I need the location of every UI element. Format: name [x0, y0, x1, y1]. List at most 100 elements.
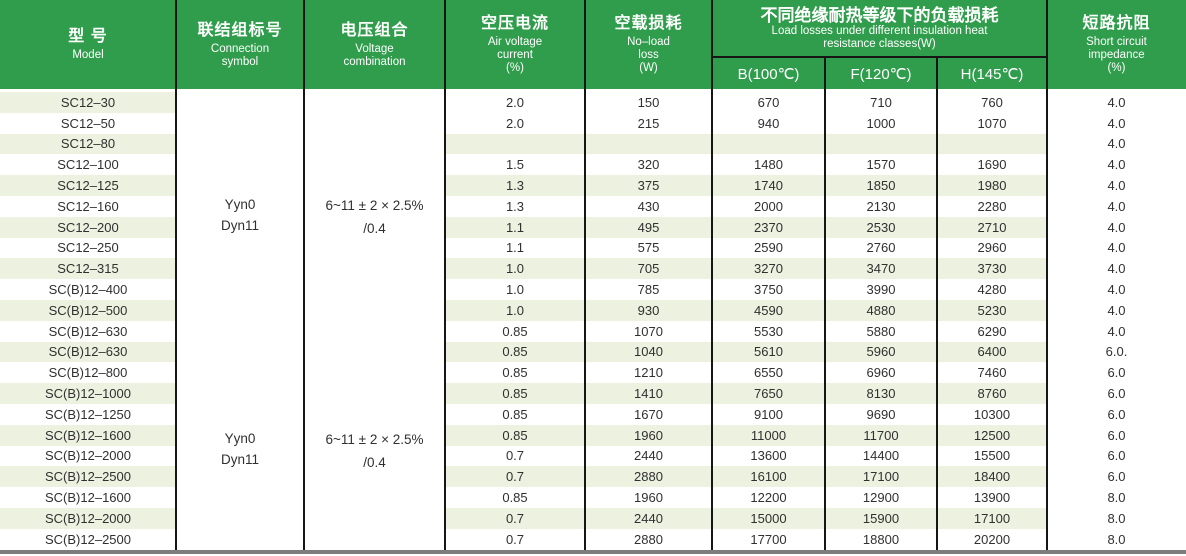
table-row: SC12–50 2.0 215 940 1000 1070 4.0 [0, 112, 1186, 134]
table-row: SC(B)12–2500 0.7 2880 17700 18800 20200 … [0, 528, 1186, 550]
load-loss-f-cell: 1850 [825, 175, 937, 196]
air-current-cell: 1.3 [445, 175, 585, 196]
table-row: SC(B)12–2000 0.7 2440 15000 15900 17100 … [0, 507, 1186, 529]
air-current-cell: 0.7 [445, 445, 585, 467]
air-current-cell: 0.85 [445, 424, 585, 446]
no-load-loss-cell: 1040 [585, 341, 712, 363]
load-loss-h-cell [937, 133, 1047, 155]
no-load-loss-cell: 430 [585, 195, 712, 217]
load-loss-f-cell: 18800 [825, 528, 937, 550]
load-loss-b-cell: 670 [712, 92, 825, 113]
impedance-cell: 4.0 [1047, 195, 1186, 217]
air-current-cell: 0.85 [445, 487, 585, 508]
load-loss-h-cell: 15500 [937, 445, 1047, 467]
load-loss-f-cell: 8130 [825, 383, 937, 404]
load-loss-b-cell: 1740 [712, 175, 825, 196]
merged-column-spacer [176, 383, 445, 404]
table-row: SC12–80 4.0 [0, 133, 1186, 155]
model-cell: SC(B)12–1000 [0, 383, 176, 404]
merged-column-spacer [176, 133, 445, 155]
air-current-cell: 0.85 [445, 362, 585, 384]
header-no-load-loss: 空载损耗 No–load loss (W) [585, 0, 712, 89]
load-loss-b-cell: 2000 [712, 195, 825, 217]
model-cell: SC(B)12–1600 [0, 487, 176, 508]
impedance-cell: 4.0 [1047, 133, 1186, 155]
load-loss-h-cell: 6290 [937, 320, 1047, 342]
impedance-cell: 6.0. [1047, 341, 1186, 363]
header-voltage-combination: 电压组合 Voltage combination [304, 0, 445, 89]
model-cell: SC12–100 [0, 154, 176, 176]
model-cell: SC(B)12–800 [0, 362, 176, 384]
load-loss-b-cell: 9100 [712, 403, 825, 425]
load-loss-h-cell: 1690 [937, 154, 1047, 176]
load-loss-f-cell: 17100 [825, 466, 937, 488]
no-load-loss-cell: 2880 [585, 528, 712, 550]
column-divider [936, 56, 938, 550]
header-air-voltage-current: 空压电流 Air voltage current (%) [445, 0, 585, 89]
model-cell: SC(B)12–2000 [0, 445, 176, 467]
table-row: SC12–250 1.1 575 2590 2760 2960 4.0 [0, 237, 1186, 259]
header-load-losses-en: Load losses under different insulation h… [771, 24, 988, 50]
impedance-cell: 6.0 [1047, 362, 1186, 384]
no-load-loss-cell: 2440 [585, 507, 712, 529]
merged-column-spacer [176, 279, 445, 300]
model-cell: SC(B)12–500 [0, 299, 176, 321]
table-row: SC(B)12–630 0.85 1070 5530 5880 6290 4.0 [0, 320, 1186, 342]
model-cell: SC(B)12–400 [0, 279, 176, 300]
load-loss-h-cell: 13900 [937, 487, 1047, 508]
no-load-loss-cell: 375 [585, 175, 712, 196]
air-current-cell: 2.0 [445, 92, 585, 113]
table-row: SC12–160 1.3 430 2000 2130 2280 4.0 [0, 195, 1186, 217]
air-current-cell [445, 133, 585, 155]
header-model-en: Model [72, 49, 104, 61]
table-row: SC12–125 1.3 375 1740 1850 1980 4.0 [0, 175, 1186, 196]
load-loss-h-cell: 6400 [937, 341, 1047, 363]
load-loss-h-cell: 5230 [937, 299, 1047, 321]
load-loss-h-cell: 8760 [937, 383, 1047, 404]
header-connection-en: Connection symbol [210, 42, 270, 68]
impedance-cell: 8.0 [1047, 507, 1186, 529]
header-impedance-zh: 短路抗阻 [1082, 15, 1151, 32]
header-impedance-en: Short circuit impedance (%) [1086, 36, 1147, 74]
table-row: SC12–200 1.1 495 2370 2530 2710 4.0 [0, 216, 1186, 238]
impedance-cell: 4.0 [1047, 92, 1186, 113]
load-loss-f-cell [825, 133, 937, 155]
model-cell: SC12–315 [0, 258, 176, 280]
header-model: 型 号 Model [0, 0, 176, 89]
impedance-cell: 4.0 [1047, 175, 1186, 196]
load-loss-f-cell: 6960 [825, 362, 937, 384]
merged-column-spacer [176, 403, 445, 425]
model-cell: SC(B)12–630 [0, 320, 176, 342]
impedance-cell: 4.0 [1047, 320, 1186, 342]
header-load-losses-zh: 不同绝缘耐热等级下的负载损耗 [760, 5, 999, 25]
air-current-cell: 0.7 [445, 466, 585, 488]
table-row: SC(B)12–1600 0.85 1960 11000 11700 12500… [0, 424, 1186, 446]
no-load-loss-cell: 1960 [585, 487, 712, 508]
merged-column-spacer [176, 445, 445, 467]
load-loss-f-cell: 710 [825, 92, 937, 113]
load-loss-b-cell: 16100 [712, 466, 825, 488]
load-loss-h-cell: 2710 [937, 216, 1047, 238]
table-row: SC(B)12–2000 0.7 2440 13600 14400 15500 … [0, 445, 1186, 467]
header-air-en: Air voltage current (%) [487, 36, 543, 74]
impedance-cell: 6.0 [1047, 403, 1186, 425]
air-current-cell: 1.3 [445, 195, 585, 217]
load-loss-f-cell: 3470 [825, 258, 937, 280]
merged-column-spacer [176, 112, 445, 134]
table-row: SC(B)12–1600 0.85 1960 12200 12900 13900… [0, 487, 1186, 508]
header-connection-symbol: 联结组标号 Connection symbol [176, 0, 304, 89]
load-loss-f-cell: 2530 [825, 216, 937, 238]
column-divider [824, 56, 826, 550]
table-row: SC(B)12–1250 0.85 1670 9100 9690 10300 6… [0, 403, 1186, 425]
load-loss-f-cell: 15900 [825, 507, 937, 529]
load-loss-h-cell: 18400 [937, 466, 1047, 488]
load-loss-b-cell: 5610 [712, 341, 825, 363]
air-current-cell: 0.85 [445, 320, 585, 342]
no-load-loss-cell: 1210 [585, 362, 712, 384]
merged-column-spacer [176, 528, 445, 550]
impedance-cell: 6.0 [1047, 383, 1186, 404]
table-row: SC(B)12–630 0.85 1040 5610 5960 6400 6.0… [0, 341, 1186, 363]
merged-column-spacer [176, 424, 445, 446]
column-divider [584, 0, 586, 550]
no-load-loss-cell: 150 [585, 92, 712, 113]
